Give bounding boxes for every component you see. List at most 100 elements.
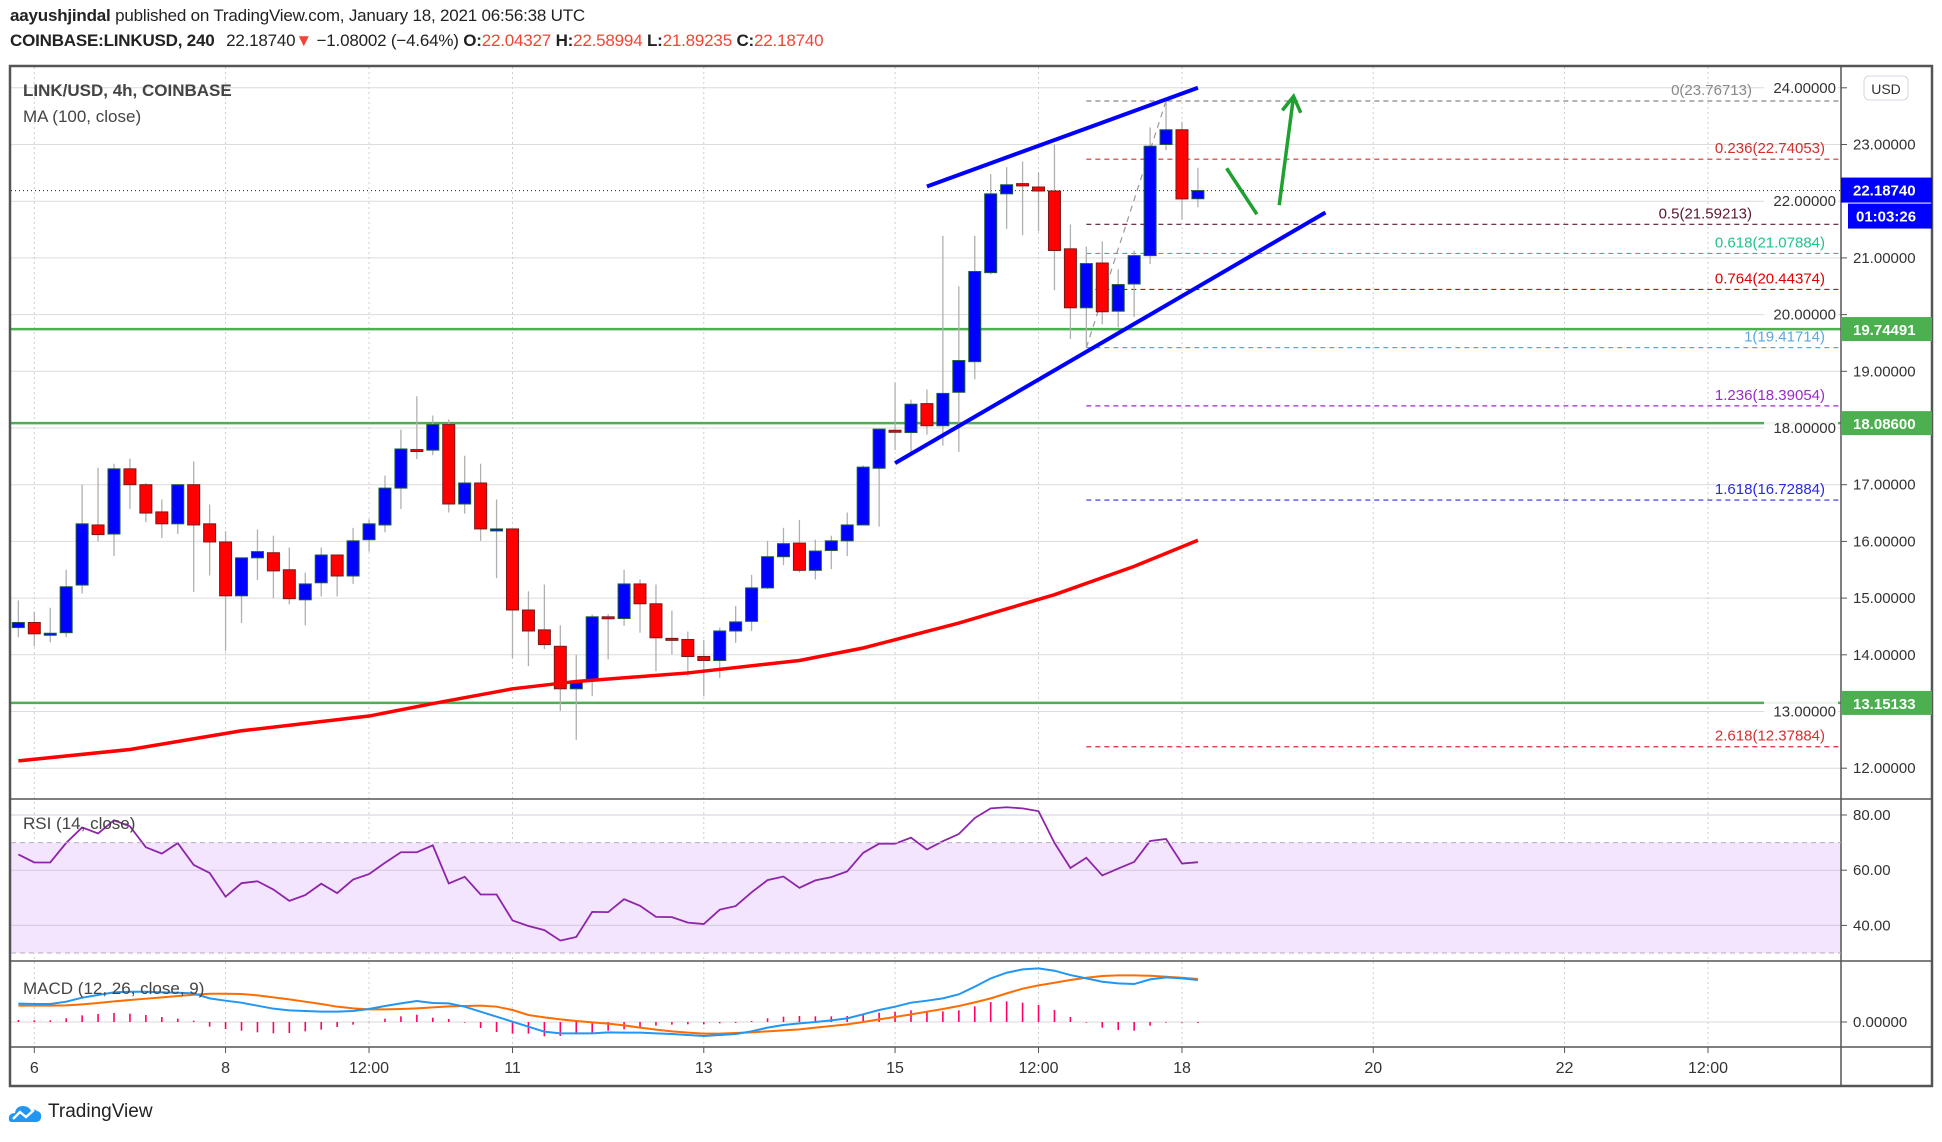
candle-body bbox=[442, 424, 456, 505]
candle-body bbox=[904, 403, 918, 434]
candle-body bbox=[553, 645, 567, 690]
candle-body bbox=[1000, 184, 1014, 195]
fib-level-label: 0.236(22.74053) bbox=[1715, 140, 1825, 157]
fib-level-label: 1.236(18.39054) bbox=[1715, 387, 1825, 404]
time-tick-label: 12:00 bbox=[349, 1060, 389, 1077]
low-label: L: bbox=[646, 31, 663, 50]
fib-labels: 0(23.76713) 0.236(22.74053) 0.5(21.59213) 0… bbox=[1659, 82, 1825, 745]
publish-text: published on TradingView.com, January 18… bbox=[115, 6, 585, 25]
candle-body bbox=[761, 556, 775, 589]
price-tick-label-bg bbox=[1764, 191, 1838, 211]
candle-body bbox=[1063, 248, 1077, 309]
candle-body bbox=[490, 528, 504, 532]
candle-body bbox=[872, 428, 886, 469]
rsi-line bbox=[17, 806, 1198, 942]
candle-body bbox=[107, 468, 121, 535]
candle-body bbox=[920, 403, 934, 427]
price-tick-label-bg bbox=[1764, 701, 1838, 721]
candle-body bbox=[1111, 284, 1125, 312]
candle-body bbox=[1047, 190, 1061, 252]
candle-body bbox=[792, 542, 806, 571]
open-value: 22.04327 bbox=[481, 31, 552, 50]
price-tick-label: 15.00000 bbox=[1853, 590, 1916, 607]
price-tick-label: 14.00000 bbox=[1853, 647, 1916, 664]
time-tick-label: 13 bbox=[695, 1060, 713, 1077]
chart-frame bbox=[8, 64, 1934, 1088]
time-tick-label: 8 bbox=[221, 1060, 230, 1077]
candle-body bbox=[298, 583, 312, 601]
candle-body bbox=[633, 583, 647, 605]
candle-body bbox=[410, 449, 424, 453]
chart-title: LINK/USD, 4h, COINBASE bbox=[23, 81, 232, 100]
candle-body bbox=[458, 482, 472, 505]
candle-body bbox=[394, 448, 408, 489]
currency-button[interactable]: USD bbox=[1863, 75, 1909, 101]
rsi-pane bbox=[11, 806, 1841, 942]
candle-body bbox=[968, 271, 982, 363]
candle-body bbox=[824, 540, 838, 551]
macd-line bbox=[18, 967, 1199, 1037]
author-link[interactable]: aayushjindal bbox=[10, 6, 111, 25]
candle-body bbox=[346, 540, 360, 577]
candle-body bbox=[235, 557, 249, 597]
fib-level-label: 0.5(21.59213) bbox=[1659, 205, 1752, 222]
candle-body bbox=[1175, 129, 1189, 200]
rsi-tick-label: 80.00 bbox=[1853, 807, 1891, 824]
fib-level-label: 0.764(20.44374) bbox=[1715, 270, 1825, 287]
candle-body bbox=[474, 482, 488, 530]
high-value: 22.58994 bbox=[573, 31, 643, 50]
candle-body bbox=[203, 523, 217, 543]
candle-body bbox=[856, 466, 870, 526]
candle-body bbox=[729, 621, 743, 632]
level-price-tag bbox=[1841, 690, 1932, 715]
level-price-tag bbox=[1841, 317, 1932, 342]
time-tick-label: 6 bbox=[30, 1060, 39, 1077]
trendline bbox=[926, 85, 1199, 189]
price-tick-label: 16.00000 bbox=[1853, 533, 1916, 550]
candle-body bbox=[649, 603, 663, 639]
axes[interactable]: 12.00000 13.00000 14.00000 15.00000 16.00000… bbox=[30, 77, 1932, 1077]
last-price: 22.18740 bbox=[226, 31, 296, 50]
candle-body bbox=[1143, 145, 1157, 257]
candle-body bbox=[27, 621, 41, 635]
close-label: C: bbox=[736, 31, 755, 50]
symbol-label: COINBASE:LINKUSD, 240 bbox=[10, 31, 215, 50]
trendline bbox=[894, 210, 1327, 465]
candle-body bbox=[1016, 183, 1030, 187]
price-tick-label: 22.00000 bbox=[1773, 193, 1836, 210]
price-tick-label: 24.00000 bbox=[1773, 80, 1836, 97]
macd-legend: MACD (12, 26, close, 9) bbox=[23, 979, 204, 998]
currency-label[interactable]: USD bbox=[1871, 81, 1901, 97]
rsi-band bbox=[11, 842, 1841, 953]
candle-body bbox=[1079, 263, 1093, 309]
candle-body bbox=[713, 630, 727, 661]
level-price-label: 18.08600 bbox=[1853, 416, 1916, 433]
last-price-label: 22.18740 bbox=[1853, 183, 1916, 200]
price-tick-label-bg bbox=[1764, 418, 1838, 437]
tradingview-cloud-icon bbox=[8, 1106, 42, 1122]
time-tick-label: 11 bbox=[504, 1060, 521, 1077]
countdown-label: 01:03:26 bbox=[1856, 209, 1916, 226]
candle-body bbox=[936, 392, 950, 427]
candle-body bbox=[91, 524, 105, 536]
tradingview-logo[interactable]: TradingView bbox=[8, 1100, 153, 1124]
candle-body bbox=[1159, 129, 1173, 145]
rsi-tick-label: 40.00 bbox=[1853, 917, 1891, 934]
candle-body bbox=[155, 511, 169, 525]
candle-body bbox=[585, 616, 599, 682]
tradingview-brand: TradingView bbox=[48, 1101, 153, 1122]
candle-body bbox=[506, 528, 519, 611]
fib-level-label: 0(23.76713) bbox=[1671, 82, 1752, 99]
candle-body bbox=[681, 638, 695, 658]
price-tick-label-bg bbox=[1764, 304, 1838, 324]
candle-body bbox=[75, 523, 89, 586]
candle-body bbox=[888, 429, 902, 433]
arrow-shaft bbox=[1277, 96, 1296, 206]
candle-body bbox=[1127, 255, 1141, 285]
candle-body bbox=[11, 621, 25, 629]
level-price-label: 13.15133 bbox=[1853, 696, 1916, 713]
time-tick-label: 22 bbox=[1556, 1060, 1574, 1077]
symbol-info: COINBASE:LINKUSD, 240 22.18740▼ −1.08002… bbox=[10, 31, 824, 51]
time-tick-label: 20 bbox=[1364, 1060, 1382, 1077]
